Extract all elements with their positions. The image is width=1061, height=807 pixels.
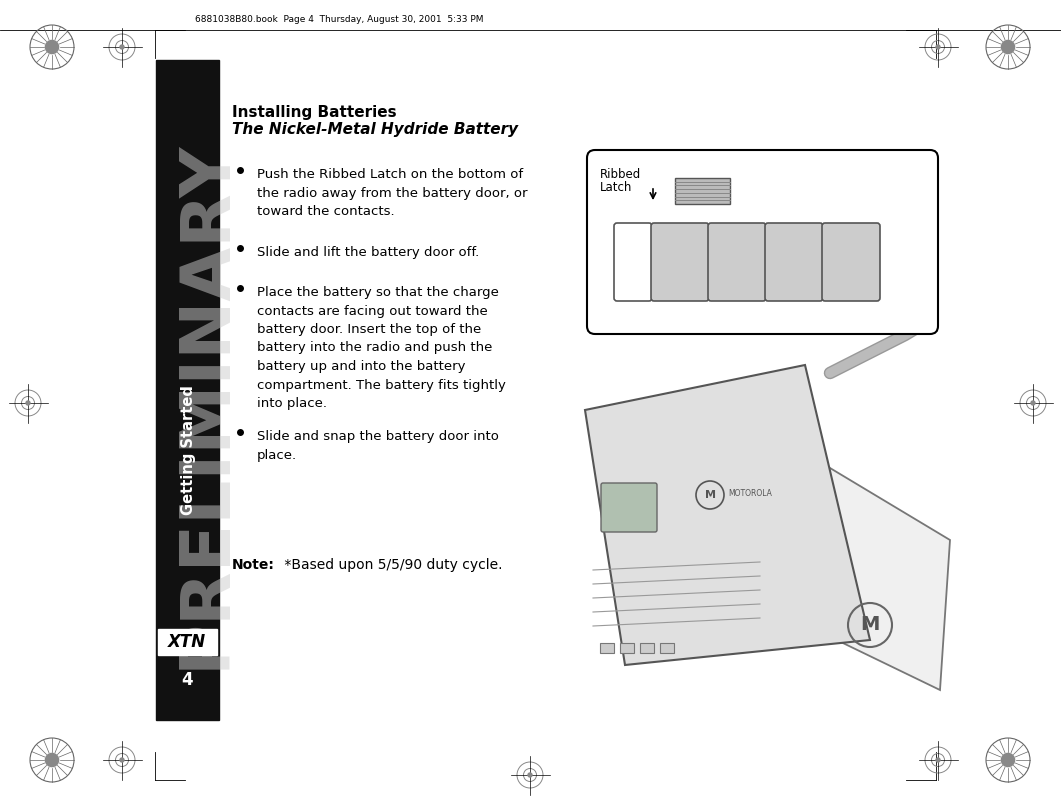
Bar [660, 643, 674, 653]
Text: *Based upon 5/5/90 duty cycle.: *Based upon 5/5/90 duty cycle. [280, 558, 503, 572]
FancyBboxPatch shape [708, 223, 766, 301]
Circle shape [1002, 754, 1014, 767]
Text: The Nickel-Metal Hydride Battery: The Nickel-Metal Hydride Battery [232, 122, 518, 137]
Polygon shape [585, 365, 870, 665]
FancyBboxPatch shape [614, 223, 653, 301]
Text: Installing Batteries: Installing Batteries [232, 105, 397, 120]
Text: M: M [860, 616, 880, 634]
Text: Ribbed: Ribbed [601, 168, 641, 181]
Text: 6881038B80.book  Page 4  Thursday, August 30, 2001  5:33 PM: 6881038B80.book Page 4 Thursday, August … [195, 15, 484, 24]
Text: MOTOROLA: MOTOROLA [728, 488, 771, 497]
Text: M: M [705, 490, 715, 500]
Text: XTN: XTN [168, 633, 206, 651]
Bar [675, 178, 730, 204]
Bar [158, 629, 218, 655]
FancyBboxPatch shape [822, 223, 880, 301]
Text: Note:: Note: [232, 558, 275, 572]
Bar [156, 60, 219, 720]
FancyBboxPatch shape [601, 483, 657, 532]
Text: Getting Started: Getting Started [180, 385, 195, 515]
Circle shape [27, 401, 30, 405]
Bar [620, 643, 634, 653]
Circle shape [528, 773, 532, 777]
Circle shape [1031, 401, 1034, 405]
Text: 4: 4 [181, 671, 193, 689]
Bar [640, 643, 654, 653]
FancyBboxPatch shape [587, 150, 938, 334]
Circle shape [46, 40, 58, 53]
Text: PRELIMINARY: PRELIMINARY [172, 140, 239, 669]
FancyBboxPatch shape [765, 223, 823, 301]
Circle shape [936, 45, 940, 49]
Text: Place the battery so that the charge
contacts are facing out toward the
battery : Place the battery so that the charge con… [257, 286, 506, 410]
Text: Latch: Latch [601, 181, 632, 194]
Polygon shape [785, 450, 950, 690]
Text: Push the Ribbed Latch on the bottom of
the radio away from the battery door, or
: Push the Ribbed Latch on the bottom of t… [257, 168, 527, 218]
Circle shape [120, 45, 124, 49]
Circle shape [1002, 40, 1014, 53]
Bar [601, 643, 614, 653]
FancyBboxPatch shape [651, 223, 709, 301]
Circle shape [120, 758, 124, 762]
Circle shape [46, 754, 58, 767]
Text: Slide and lift the battery door off.: Slide and lift the battery door off. [257, 246, 480, 259]
Text: Slide and snap the battery door into
place.: Slide and snap the battery door into pla… [257, 430, 499, 462]
Circle shape [936, 758, 940, 762]
